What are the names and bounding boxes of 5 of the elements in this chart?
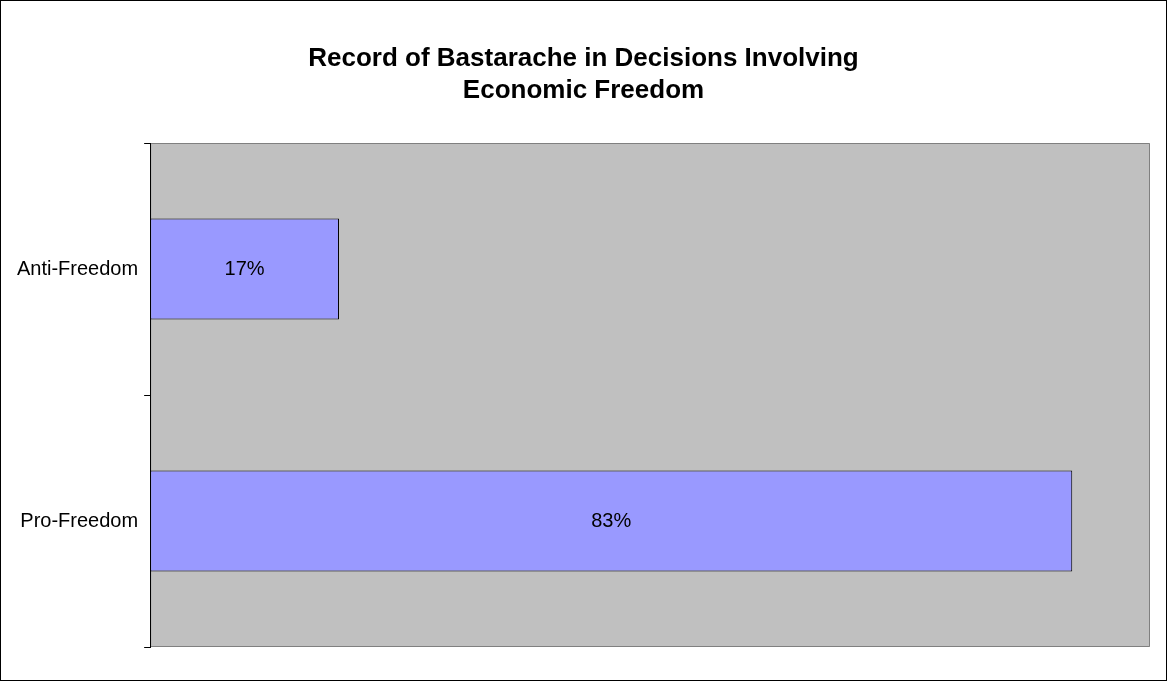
y-tick-label: Pro-Freedom (20, 508, 139, 531)
chart-title: Record of Bastarache in Decisions Involving Economic Freedom (307, 41, 860, 105)
y-tick-label: Anti-Freedom (17, 256, 139, 279)
data-label: 17% (224, 256, 265, 279)
data-label: 83% (591, 508, 632, 531)
